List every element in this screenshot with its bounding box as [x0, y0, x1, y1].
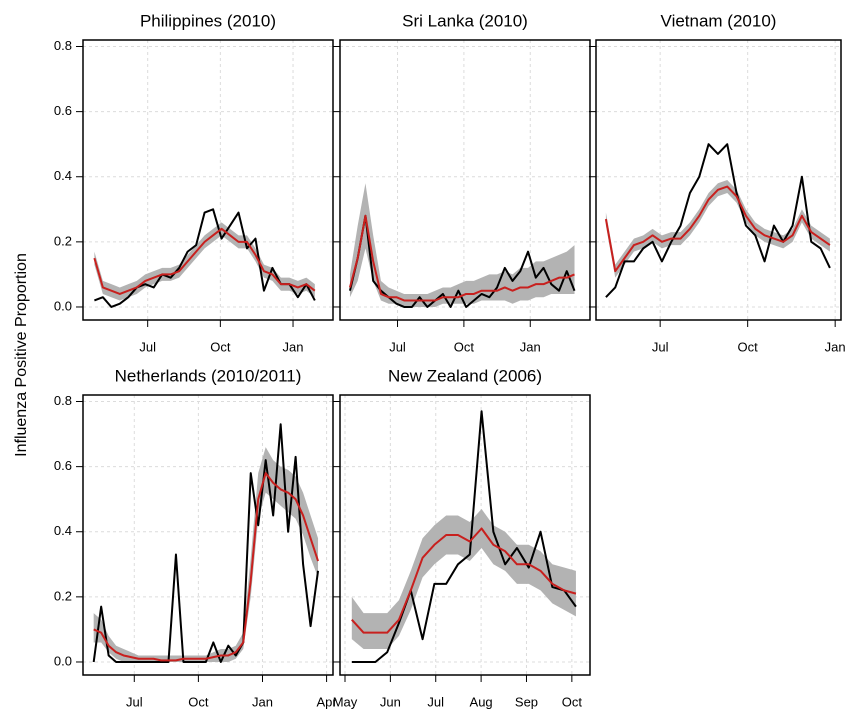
x-tick-label: Jul — [427, 694, 444, 709]
series-line — [348, 214, 575, 302]
y-axis-label: Influenza Positive Proportion — [13, 253, 30, 457]
x-tick-label: May — [333, 694, 358, 709]
x-tick-label: Sep — [515, 694, 538, 709]
x-tick-label: Jul — [126, 694, 143, 709]
confidence-band — [94, 222, 315, 301]
y-tick-label: 0.0 — [54, 653, 72, 668]
confidence-band — [349, 183, 575, 307]
y-tick-label: 0.8 — [54, 38, 72, 53]
x-tick-label: Jul — [652, 339, 669, 354]
y-tick-label: 0.4 — [54, 523, 72, 538]
y-tick-label: 0.2 — [54, 588, 72, 603]
series-line — [351, 527, 577, 634]
x-tick-label: Jan — [252, 694, 273, 709]
x-tick-label: Jan — [283, 339, 304, 354]
x-tick-label: Oct — [454, 339, 475, 354]
series-line — [351, 410, 577, 663]
x-tick-label: Oct — [188, 694, 209, 709]
x-tick-label: Jul — [389, 339, 406, 354]
series-line — [94, 208, 316, 308]
series-line — [93, 227, 316, 295]
y-tick-label: 0.2 — [54, 233, 72, 248]
panel-title: New Zealand (2006) — [388, 366, 542, 385]
panel-title: Netherlands (2010/2011) — [115, 366, 302, 385]
panel-frame — [339, 39, 591, 321]
y-tick-label: 0.8 — [54, 393, 72, 408]
x-tick-label: Oct — [738, 339, 759, 354]
panel-title: Sri Lanka (2010) — [402, 11, 528, 30]
x-tick-label: Aug — [470, 694, 493, 709]
series-line — [605, 143, 831, 298]
y-tick-label: 0.4 — [54, 168, 72, 183]
panel-title: Philippines (2010) — [140, 11, 276, 30]
x-tick-label: Oct — [562, 694, 583, 709]
confidence-band — [351, 508, 576, 649]
y-tick-label: 0.0 — [54, 298, 72, 313]
x-tick-label: Jan — [520, 339, 541, 354]
x-tick-label: Apr — [316, 694, 337, 709]
y-tick-label: 0.6 — [54, 103, 72, 118]
panel-frame — [82, 39, 334, 321]
series-line — [92, 423, 320, 663]
x-tick-label: Oct — [210, 339, 231, 354]
panel-title: Vietnam (2010) — [661, 11, 777, 30]
panel-frame — [339, 394, 591, 676]
x-tick-label: Jun — [380, 694, 401, 709]
panel-frame — [82, 394, 334, 676]
y-tick-label: 0.6 — [54, 458, 72, 473]
x-tick-label: Jul — [139, 339, 156, 354]
panel-frame — [595, 39, 842, 321]
series-line — [604, 185, 831, 273]
x-tick-label: Jan — [825, 339, 846, 354]
series-line — [93, 472, 319, 662]
